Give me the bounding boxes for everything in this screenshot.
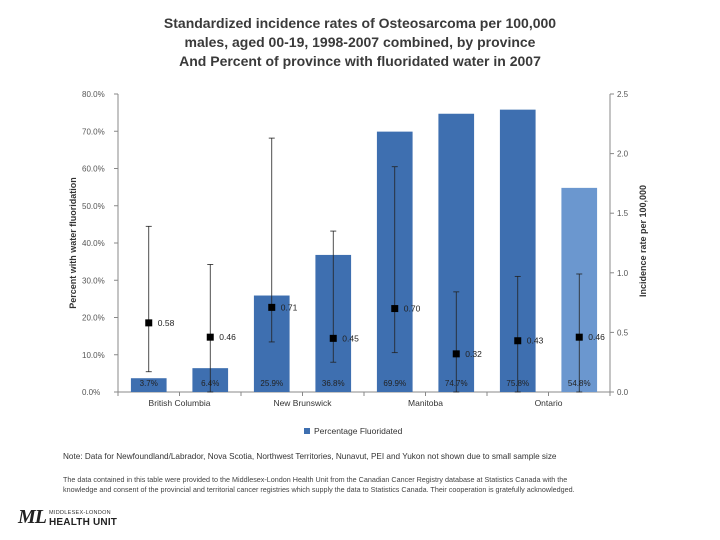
y-tick-label-left: 40.0%	[82, 239, 105, 248]
incidence-point	[268, 303, 276, 311]
footnote: Note: Data for Newfoundland/Labrador, No…	[63, 452, 557, 461]
chart-title: Standardized incidence rates of Osteosar…	[60, 14, 660, 71]
y-tick-label-left: 0.0%	[82, 388, 100, 397]
bar-value-label: 75.8%	[506, 379, 529, 388]
bar-value-label: 74.7%	[445, 379, 468, 388]
point-value-label: 0.46	[219, 332, 236, 342]
point-value-label: 0.45	[342, 333, 359, 343]
incidence-point	[452, 350, 460, 358]
bar-value-label: 3.7%	[140, 379, 158, 388]
x-category-label: Manitoba	[408, 398, 443, 408]
point-value-label: 0.70	[404, 304, 421, 314]
legend-label: Percentage Fluoridated	[314, 426, 403, 436]
x-category-label: Ontario	[535, 398, 563, 408]
legend-group: Percentage Fluoridated	[304, 426, 403, 436]
y-axis-title-right: Incidence rate per 100,000	[638, 185, 648, 297]
title-line-3: And Percent of province with fluoridated…	[179, 53, 541, 69]
y-tick-label-left: 50.0%	[82, 202, 105, 211]
labels-group: British Columbia New Brunswick Manitoba Ont…	[140, 302, 605, 408]
incidence-point	[145, 319, 153, 327]
x-category-label: British Columbia	[149, 398, 211, 408]
y-tick-label-right: 0.0	[617, 388, 629, 397]
y-tick-label-right: 2.5	[617, 90, 629, 99]
y-axis-title-left: Percent with water fluoridation	[68, 177, 78, 309]
incidence-point	[575, 333, 583, 341]
y-tick-label-left: 10.0%	[82, 351, 105, 360]
source-text: The data contained in this table were pr…	[63, 475, 683, 495]
logo-line-2: HEALTH UNIT	[49, 516, 118, 528]
logo-mark: ML	[18, 506, 47, 528]
y-tick-label-left: 70.0%	[82, 127, 105, 136]
y-tick-label-left: 60.0%	[82, 165, 105, 174]
bars-group	[130, 109, 598, 393]
point-value-label: 0.71	[281, 302, 298, 312]
y-tick-label-right: 1.0	[617, 269, 629, 278]
y-tick-label-right: 2.0	[617, 150, 629, 159]
y-tick-label-left: 80.0%	[82, 90, 105, 99]
title-line-1: Standardized incidence rates of Osteosar…	[163, 15, 557, 31]
error-bars-group	[145, 137, 583, 393]
y-tick-label-right: 1.5	[617, 209, 629, 218]
bar-value-label: 54.8%	[568, 379, 591, 388]
legend-swatch	[304, 428, 310, 434]
title-line-2: males, aged 00-19, 1998-2007 combined, b…	[184, 34, 536, 50]
points-group	[145, 303, 583, 358]
point-value-label: 0.46	[588, 332, 605, 342]
source-line-2: knowledge and consent of the provincial …	[63, 485, 575, 494]
source-line-1: The data contained in this table were pr…	[63, 475, 568, 484]
bar-value-label: 36.8%	[322, 379, 345, 388]
incidence-point	[329, 334, 337, 342]
point-value-label: 0.43	[527, 336, 544, 346]
x-category-label: New Brunswick	[273, 398, 332, 408]
y-tick-label-left: 20.0%	[82, 314, 105, 323]
incidence-point	[391, 305, 399, 313]
logo-line-1: MIDDLESEX-LONDON	[49, 509, 111, 516]
bar-value-label: 69.9%	[383, 379, 406, 388]
bar	[130, 378, 167, 392]
health-unit-logo: ML MIDDLESEX-LONDON HEALTH UNIT	[18, 506, 117, 529]
incidence-point	[514, 337, 522, 345]
point-value-label: 0.32	[465, 349, 482, 359]
point-value-label: 0.58	[158, 318, 175, 328]
incidence-point	[206, 333, 214, 341]
y-tick-label-right: 0.5	[617, 328, 629, 337]
bar-value-label: 6.4%	[201, 379, 219, 388]
y-tick-label-left: 30.0%	[82, 276, 105, 285]
axes-group: 0.0% 10.0% 20.0% 30.0% 40.0% 50.0% 60.0% 70.0% 8…	[68, 90, 648, 397]
bar-value-label: 25.9%	[260, 379, 283, 388]
